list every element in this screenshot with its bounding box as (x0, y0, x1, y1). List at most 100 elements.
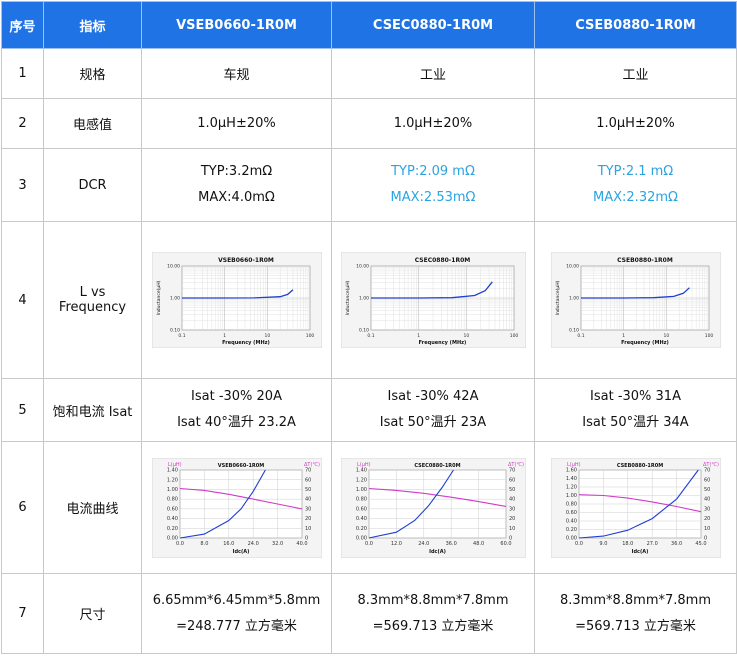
row-index: 1 (1, 48, 44, 99)
y-right-tick-label: 50 (305, 487, 311, 493)
y-left-tick-label: 0.00 (166, 535, 177, 541)
y-left-axis-label: L(μH) (357, 462, 371, 468)
y-axis-label: Inductance(μH) (156, 280, 162, 315)
y-right-axis-label: ΔT(℃) (508, 462, 524, 468)
freq-chart-3: 0.1 1 10 100 0.10 1.00 10.00 CSEB0880-1R0M Frequ… (550, 252, 721, 348)
x-tick-label: 27.0 (646, 541, 657, 547)
y-right-tick-label: 30 (704, 506, 710, 512)
x-tick-label: 0.1 (178, 333, 185, 339)
y-right-tick-label: 60 (509, 477, 515, 483)
table-row: 3 DCR TYP:3.2mΩ MAX:4.0mΩ TYP:2.09 mΩ MAX:… (1, 148, 737, 222)
y-right-tick-label: 0 (509, 535, 512, 541)
y-left-tick-label: 0.20 (166, 525, 177, 531)
current-chart-2: 0.0 12.0 24.0 36.0 48.0 60.0 0.00 0.20 0.40 0.60 0… (340, 457, 526, 558)
x-tick-label: 1 (622, 333, 625, 339)
y-right-tick-label: 20 (704, 516, 710, 522)
y-right-tick-label: 70 (305, 467, 311, 473)
x-tick-label: 1 (223, 333, 226, 339)
x-tick-label: 0.1 (367, 333, 374, 339)
y-right-tick-label: 10 (704, 525, 710, 531)
row-label: DCR (43, 148, 142, 222)
y-tick-label: 10.00 (167, 264, 180, 270)
cell-value: 工业 (534, 48, 737, 99)
chart-cell: 0.1 1 10 100 0.10 1.00 10.00 VSEB0660-1R0M Frequ… (141, 221, 332, 379)
row-label: L vs Frequency (43, 221, 142, 379)
x-axis-label: Frequency (MHz) (621, 340, 669, 346)
x-tick-label: 10 (663, 333, 669, 339)
y-tick-label: 1.00 (169, 296, 179, 302)
y-tick-label: 1.00 (568, 296, 578, 302)
x-tick-label: 36.0 (671, 541, 682, 547)
y-right-tick-label: 10 (509, 525, 515, 531)
isat-line: Isat 40°温升 23.2A (177, 415, 296, 430)
inductance-curve (578, 493, 701, 512)
x-tick-label: 18.0 (622, 541, 633, 547)
x-axis-label: Frequency (MHz) (222, 340, 270, 346)
y-left-tick-label: 0.80 (565, 501, 576, 507)
y-left-tick-label: 1.40 (565, 476, 576, 482)
row-index: 3 (1, 148, 44, 222)
y-left-tick-label: 1.00 (565, 493, 576, 499)
y-right-tick-label: 20 (509, 516, 515, 522)
header-model-2: CSEC0880-1R0M (331, 1, 535, 49)
chart-title: CSEB0880-1R0M (617, 257, 673, 264)
y-right-tick-label: 40 (704, 496, 710, 502)
y-tick-label: 10.00 (566, 264, 579, 270)
temperature-curve (578, 469, 699, 539)
y-right-axis-label: ΔT(℃) (304, 462, 320, 468)
y-left-tick-label: 1.60 (565, 467, 576, 473)
y-left-tick-label: 0.00 (565, 535, 576, 541)
x-tick-label: 0.0 (176, 541, 184, 547)
y-right-tick-label: 20 (305, 516, 311, 522)
inductance-curve (370, 281, 493, 299)
x-tick-label: 24.0 (247, 541, 258, 547)
y-left-axis-label: L(μH) (168, 462, 182, 468)
y-left-tick-label: 1.20 (355, 477, 366, 483)
y-right-tick-label: 0 (305, 535, 308, 541)
row-index: 6 (1, 441, 44, 574)
y-right-tick-label: 40 (305, 496, 311, 502)
isat-line: Isat 50°温升 23A (379, 415, 487, 430)
y-tick-label: 0.10 (169, 328, 179, 334)
y-left-tick-label: 1.20 (565, 484, 576, 490)
y-left-tick-label: 0.60 (565, 510, 576, 516)
isat-line: Isat -30% 20A (191, 389, 282, 404)
inductance-curve (179, 487, 302, 509)
table-row: 1 规格 车规 工业 工业 (1, 48, 737, 99)
size-line: 8.3mm*8.8mm*7.8mm (357, 592, 509, 608)
dcr-typ: TYP:3.2mΩ (200, 164, 273, 179)
x-tick-label: 40.0 (296, 541, 307, 547)
volume-line: =248.777 立方毫米 (176, 618, 297, 634)
x-axis-label: Idc(A) (631, 549, 648, 555)
inductance-curve (181, 289, 293, 299)
y-left-tick-label: 0.60 (355, 506, 366, 512)
cell-value: 8.3mm*8.8mm*7.8mm =569.713 立方毫米 (534, 573, 737, 654)
y-right-tick-label: 0 (704, 535, 707, 541)
y-left-tick-label: 1.40 (355, 467, 366, 473)
cell-value: Isat -30% 42A Isat 50°温升 23A (331, 378, 535, 442)
temperature-curve (368, 469, 454, 539)
table-row: 7 尺寸 6.65mm*6.45mm*5.8mm =248.777 立方毫米 8.… (1, 573, 737, 654)
y-left-tick-label: 0.00 (355, 535, 366, 541)
x-axis-label: Idc(A) (429, 549, 446, 555)
x-tick-label: 12.0 (390, 541, 401, 547)
chart-cell: 0.0 12.0 24.0 36.0 48.0 60.0 0.00 0.20 0.40 0.60 0… (331, 441, 535, 574)
table-row: 2 电感值 1.0μH±20% 1.0μH±20% 1.0μH±20% (1, 98, 737, 149)
y-tick-label: 0.10 (568, 328, 578, 334)
row-index: 5 (1, 378, 44, 442)
y-right-tick-label: 60 (305, 477, 311, 483)
volume-line: =569.713 立方毫米 (575, 618, 696, 634)
x-tick-label: 0.0 (365, 541, 373, 547)
header-index: 序号 (1, 1, 44, 49)
y-left-tick-label: 0.20 (355, 525, 366, 531)
chart-cell: 0.1 1 10 100 0.10 1.00 10.00 CSEB0880-1R0M Frequ… (534, 221, 737, 379)
cell-value: TYP:3.2mΩ MAX:4.0mΩ (141, 148, 332, 222)
size-line: 6.65mm*6.45mm*5.8mm (152, 592, 321, 608)
cell-value: 工业 (331, 48, 535, 99)
x-tick-label: 100 (509, 333, 518, 339)
cell-value: TYP:2.1 mΩ MAX:2.32mΩ (534, 148, 737, 222)
row-index: 7 (1, 573, 44, 654)
cell-value: Isat -30% 31A Isat 50°温升 34A (534, 378, 737, 442)
x-tick-label: 9.0 (599, 541, 607, 547)
cell-value: 6.65mm*6.45mm*5.8mm =248.777 立方毫米 (141, 573, 332, 654)
